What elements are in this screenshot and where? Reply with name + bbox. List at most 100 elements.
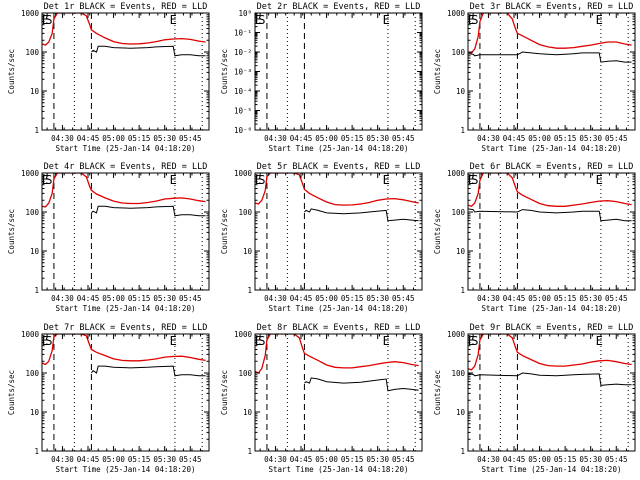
plot-frame: [467, 172, 636, 291]
x-tick-label: 04:45: [290, 294, 313, 303]
x-tick-label: 04:30: [264, 455, 287, 464]
event-marker-label: E: [383, 334, 390, 348]
events-trace: [468, 208, 632, 222]
x-tick-label: 05:00: [528, 294, 551, 303]
y-axis-label: Counts/sec: [220, 209, 229, 254]
event-marker-label: E: [596, 13, 603, 27]
x-tick-label: 05:00: [528, 134, 551, 143]
x-tick-label: 05:45: [392, 455, 415, 464]
chart-title: Det 5r BLACK = Events, RED = LLD: [257, 162, 421, 172]
y-axis-label: Counts/sec: [7, 370, 16, 415]
events-trace: [91, 45, 206, 57]
y-tick-label: 100: [25, 369, 39, 378]
y-tick-label: 100: [25, 208, 39, 217]
y-tick-label: 100: [25, 48, 39, 57]
y-tick-label: 10⁻²: [234, 48, 252, 57]
y-tick-label: 10: [456, 408, 466, 417]
chart-panel: Det 8r BLACK = Events, RED = LLD 1 10 100 10…: [220, 323, 423, 474]
y-tick-label: 10: [243, 247, 253, 256]
chart-title: Det 9r BLACK = Events, RED = LLD: [470, 323, 634, 333]
x-tick-label: 05:15: [341, 134, 364, 143]
lld-trace: [42, 334, 206, 366]
chart-panel: Det 9r BLACK = Events, RED = LLD 1 10 100 10…: [433, 323, 636, 474]
y-tick-label: 10⁻⁵: [234, 107, 252, 116]
event-marker-label: E: [170, 13, 177, 27]
x-tick-label: 05:00: [102, 134, 125, 143]
x-tick-label: 05:00: [528, 455, 551, 464]
x-tick-label: 05:45: [179, 455, 202, 464]
event-marker-label: E: [255, 173, 262, 187]
event-marker-label: S: [45, 13, 52, 27]
event-marker-label: S: [258, 334, 265, 348]
x-tick-label: 04:45: [290, 134, 313, 143]
x-tick-label: 05:00: [315, 455, 338, 464]
x-tick-label: 05:30: [366, 294, 389, 303]
y-tick-label: 100: [451, 369, 465, 378]
event-marker-label: E: [170, 173, 177, 187]
y-tick-label: 1: [34, 126, 39, 135]
event-marker-label: E: [255, 334, 262, 348]
y-tick-label: 1: [247, 286, 252, 295]
event-marker-label: E: [468, 334, 475, 348]
event-marker-label: E: [255, 13, 262, 27]
chart-panel: Det 1r BLACK = Events, RED = LLD 1 10 100 10…: [7, 2, 210, 153]
y-tick-label: 10: [243, 408, 253, 417]
x-tick-label: 04:45: [503, 455, 526, 464]
plot-frame: [254, 333, 423, 452]
lld-trace: [255, 334, 419, 374]
x-tick-label: 04:30: [477, 294, 500, 303]
event-marker-label: E: [468, 173, 475, 187]
lld-trace: [468, 334, 632, 371]
y-tick-label: 10: [30, 408, 40, 417]
events-trace: [304, 208, 419, 222]
event-marker-label: E: [383, 173, 390, 187]
x-tick-label: 04:45: [503, 134, 526, 143]
x-tick-label: 05:30: [366, 134, 389, 143]
y-tick-label: 100: [451, 48, 465, 57]
x-tick-label: 05:00: [102, 455, 125, 464]
y-tick-label: 10⁻³: [234, 68, 252, 77]
x-axis-label: Start Time (25-Jan-14 04:18:20): [269, 144, 409, 153]
event-marker-label: E: [42, 334, 49, 348]
y-tick-label: 10: [30, 87, 40, 96]
events-trace: [304, 377, 419, 392]
x-tick-label: 05:00: [102, 294, 125, 303]
events-trace: [468, 51, 632, 63]
x-tick-label: 05:15: [554, 134, 577, 143]
x-tick-label: 05:15: [128, 294, 151, 303]
x-axis-label: Start Time (25-Jan-14 04:18:20): [482, 304, 622, 313]
chart-title: Det 7r BLACK = Events, RED = LLD: [44, 323, 208, 333]
y-axis-label: Counts/sec: [220, 49, 229, 94]
plot-frame: [254, 12, 423, 131]
x-tick-label: 05:45: [392, 294, 415, 303]
x-axis-label: Start Time (25-Jan-14 04:18:20): [56, 144, 196, 153]
x-tick-label: 05:00: [315, 134, 338, 143]
y-axis-label: Counts/sec: [7, 49, 16, 94]
x-tick-label: 05:15: [341, 294, 364, 303]
x-tick-label: 04:30: [264, 294, 287, 303]
y-tick-label: 10: [456, 87, 466, 96]
chart-panel: Det 7r BLACK = Events, RED = LLD 1 10 100 10…: [7, 323, 210, 474]
x-tick-label: 05:30: [153, 134, 176, 143]
chart-panel: Det 5r BLACK = Events, RED = LLD 1 10 100 10…: [220, 162, 423, 313]
x-tick-label: 04:30: [51, 294, 74, 303]
x-tick-label: 05:45: [605, 134, 628, 143]
plot-frame: [254, 172, 423, 291]
y-tick-label: 1000: [21, 330, 40, 339]
event-marker-label: S: [471, 13, 478, 27]
x-tick-label: 04:45: [503, 294, 526, 303]
x-tick-label: 04:30: [477, 134, 500, 143]
event-marker-label: S: [45, 334, 52, 348]
events-trace: [468, 372, 632, 386]
x-tick-label: 04:30: [51, 455, 74, 464]
y-tick-label: 10⁻⁴: [234, 87, 252, 96]
x-tick-label: 05:45: [392, 134, 415, 143]
event-marker-label: E: [170, 334, 177, 348]
x-tick-label: 05:45: [605, 455, 628, 464]
event-marker-label: S: [471, 334, 478, 348]
x-axis-label: Start Time (25-Jan-14 04:18:20): [482, 144, 622, 153]
y-tick-label: 1: [460, 126, 465, 135]
x-tick-label: 05:15: [554, 294, 577, 303]
x-axis-label: Start Time (25-Jan-14 04:18:20): [269, 465, 409, 474]
